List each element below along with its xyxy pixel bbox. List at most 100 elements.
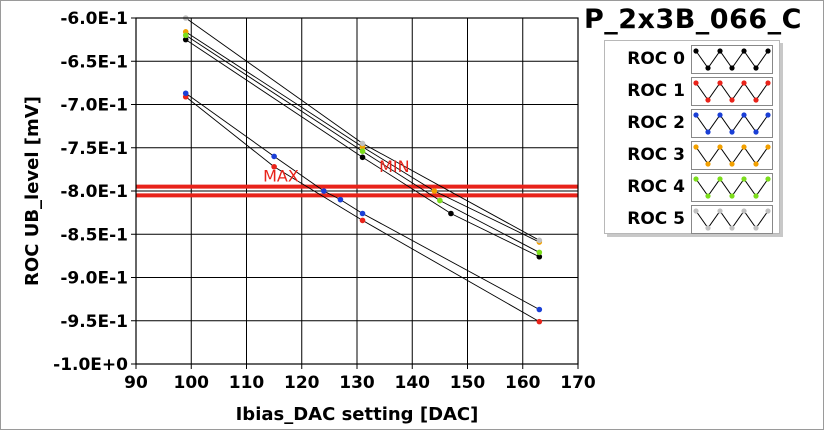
legend-marker — [693, 208, 699, 214]
x-tick-label: 150 — [450, 373, 486, 393]
data-point — [359, 148, 366, 155]
threshold-lines — [136, 184, 578, 198]
legend-label: ROC 1 — [627, 81, 685, 101]
legend-marker — [693, 144, 699, 150]
data-point — [182, 32, 189, 39]
y-tick-label: -7.5E-1 — [60, 139, 128, 159]
chart-title: P_2x3B_066_C — [583, 4, 802, 35]
legend-marker — [693, 112, 699, 118]
data-series — [182, 15, 543, 325]
series-segment — [439, 200, 540, 253]
legend-item: ROC 5 — [605, 205, 779, 234]
y-tick-label: -8.0E-1 — [60, 182, 128, 202]
legend-marker — [753, 161, 759, 167]
legend-swatch-graphic — [693, 144, 771, 167]
legend-marker — [705, 129, 711, 135]
legend-marker — [765, 144, 771, 150]
x-tick-label: 160 — [505, 373, 541, 393]
legend-swatch — [691, 109, 773, 138]
legend-item: ROC 1 — [605, 77, 779, 106]
series-roc-2 — [182, 90, 543, 313]
legend-marker — [741, 112, 747, 118]
series-segment — [185, 17, 363, 144]
legend-swatch-graphic — [693, 112, 771, 135]
data-point — [448, 210, 454, 217]
x-tick-label: 120 — [284, 373, 320, 393]
data-point — [359, 154, 366, 161]
legend-marker — [741, 208, 747, 214]
legend-marker — [765, 80, 771, 86]
legend-marker — [705, 65, 711, 71]
legend-marker — [705, 193, 711, 199]
legend-label: ROC 0 — [627, 49, 685, 69]
legend-marker — [765, 48, 771, 54]
x-tick-label: 140 — [395, 373, 431, 393]
legend-label: ROC 2 — [627, 113, 685, 133]
legend-marker — [753, 193, 759, 199]
legend-swatch-graphic — [693, 176, 771, 199]
series-segment — [185, 96, 275, 168]
legend-marker — [741, 80, 747, 86]
series-segment — [340, 199, 363, 214]
series-segment — [362, 143, 540, 241]
legend-marker — [765, 112, 771, 118]
series-segment — [362, 213, 540, 310]
x-tick-label: 90 — [124, 373, 148, 393]
legend-marker — [705, 225, 711, 231]
legend-label: ROC 3 — [627, 145, 685, 165]
x-tick-label: 100 — [174, 373, 210, 393]
data-point — [182, 90, 189, 97]
legend-swatch — [691, 205, 773, 234]
y-tick-label: -9.5E-1 — [60, 312, 128, 332]
legend-marker — [741, 144, 747, 150]
legend-marker — [765, 176, 771, 182]
legend-marker — [741, 176, 747, 182]
legend-marker — [753, 225, 759, 231]
series-segment — [362, 150, 441, 201]
legend-marker — [717, 112, 723, 118]
data-point — [431, 188, 438, 194]
y-tick-label: -1.0E+0 — [53, 355, 128, 375]
axis-ticks: 90 100 110 120 130 140 150 160 170 -6.0E-1 -6.5E-1… — [53, 9, 596, 393]
x-axis-label: Ibias_DAC setting [DAC] — [236, 404, 479, 425]
data-point — [359, 210, 366, 217]
annotations: MAX MIN — [263, 157, 410, 186]
legend-marker — [765, 208, 771, 214]
series-segment — [362, 156, 452, 214]
legend-label: ROC 5 — [627, 209, 685, 229]
legend-marker — [705, 97, 711, 103]
series-segment — [273, 166, 363, 221]
data-point — [321, 188, 327, 194]
series-roc-0 — [182, 36, 543, 260]
annotation-min: MIN — [379, 157, 410, 176]
legend-item: ROC 4 — [605, 173, 779, 202]
legend-marker — [693, 80, 699, 86]
series-segment — [434, 190, 540, 243]
series-segment — [323, 190, 341, 201]
series-roc-5 — [182, 15, 543, 244]
legend-item: ROC 3 — [605, 141, 779, 170]
legend-swatch-graphic — [693, 208, 771, 231]
legend-marker — [729, 161, 735, 167]
series-segment — [450, 213, 540, 258]
legend-marker — [693, 176, 699, 182]
data-point — [359, 140, 366, 147]
data-point — [359, 217, 366, 224]
legend-swatch — [691, 77, 773, 106]
series-segment — [185, 31, 363, 148]
legend-marker — [729, 97, 735, 103]
legend-marker — [753, 129, 759, 135]
grid — [135, 17, 579, 365]
legend-marker — [729, 225, 735, 231]
y-tick-label: -6.0E-1 — [60, 9, 128, 29]
legend-swatch — [691, 141, 773, 170]
legend-marker — [753, 97, 759, 103]
series-segment — [362, 220, 540, 323]
data-point — [271, 153, 277, 160]
y-axis-label: ROC UB_level [mV] — [22, 96, 43, 286]
legend-marker — [753, 65, 759, 71]
y-tick-label: -9.0E-1 — [60, 269, 128, 289]
data-point — [536, 253, 543, 260]
x-tick-label: 110 — [229, 373, 265, 393]
